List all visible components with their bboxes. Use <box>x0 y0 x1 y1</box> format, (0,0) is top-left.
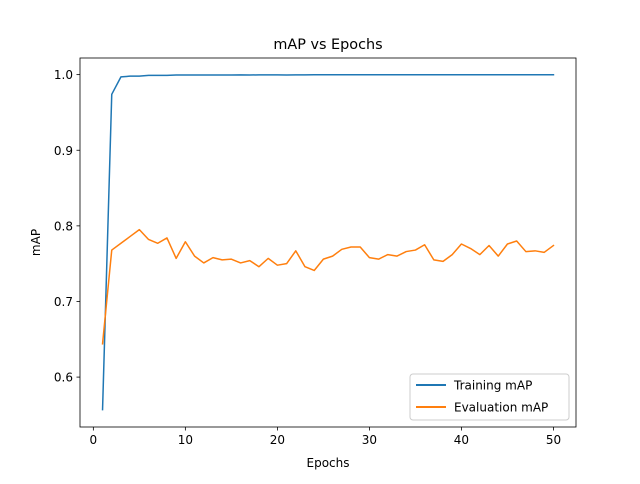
x-axis-ticks: 0 10 20 30 40 50 <box>90 427 561 447</box>
chart-title: mAP vs Epochs <box>273 37 382 53</box>
legend: Training mAP Evaluation mAP <box>409 373 570 421</box>
x-tick-label: 50 <box>546 433 561 447</box>
y-axis-label: mAP <box>29 229 43 256</box>
series-line-evaluation-map <box>101 228 555 345</box>
y-tick-label: 0.7 <box>54 295 73 309</box>
x-tick-label: 30 <box>362 433 377 447</box>
plot-area <box>101 73 555 411</box>
legend-label-evaluation: Evaluation mAP <box>454 401 548 415</box>
x-tick-label: 10 <box>178 433 193 447</box>
y-tick-label: 0.9 <box>54 144 73 158</box>
x-tick-label: 0 <box>90 433 98 447</box>
y-axis-ticks: 0.6 0.7 0.8 0.9 1.0 <box>54 68 80 385</box>
axes-frame <box>79 57 577 428</box>
y-tick-label: 1.0 <box>54 68 73 82</box>
series-line-training-map <box>101 73 555 411</box>
legend-label-training: Training mAP <box>453 379 532 393</box>
y-tick-label: 0.8 <box>54 219 73 233</box>
y-tick-label: 0.6 <box>54 371 73 385</box>
x-tick-label: 40 <box>454 433 469 447</box>
x-axis-label: Epochs <box>307 456 350 470</box>
legend-box <box>409 373 570 421</box>
x-tick-label: 20 <box>270 433 285 447</box>
